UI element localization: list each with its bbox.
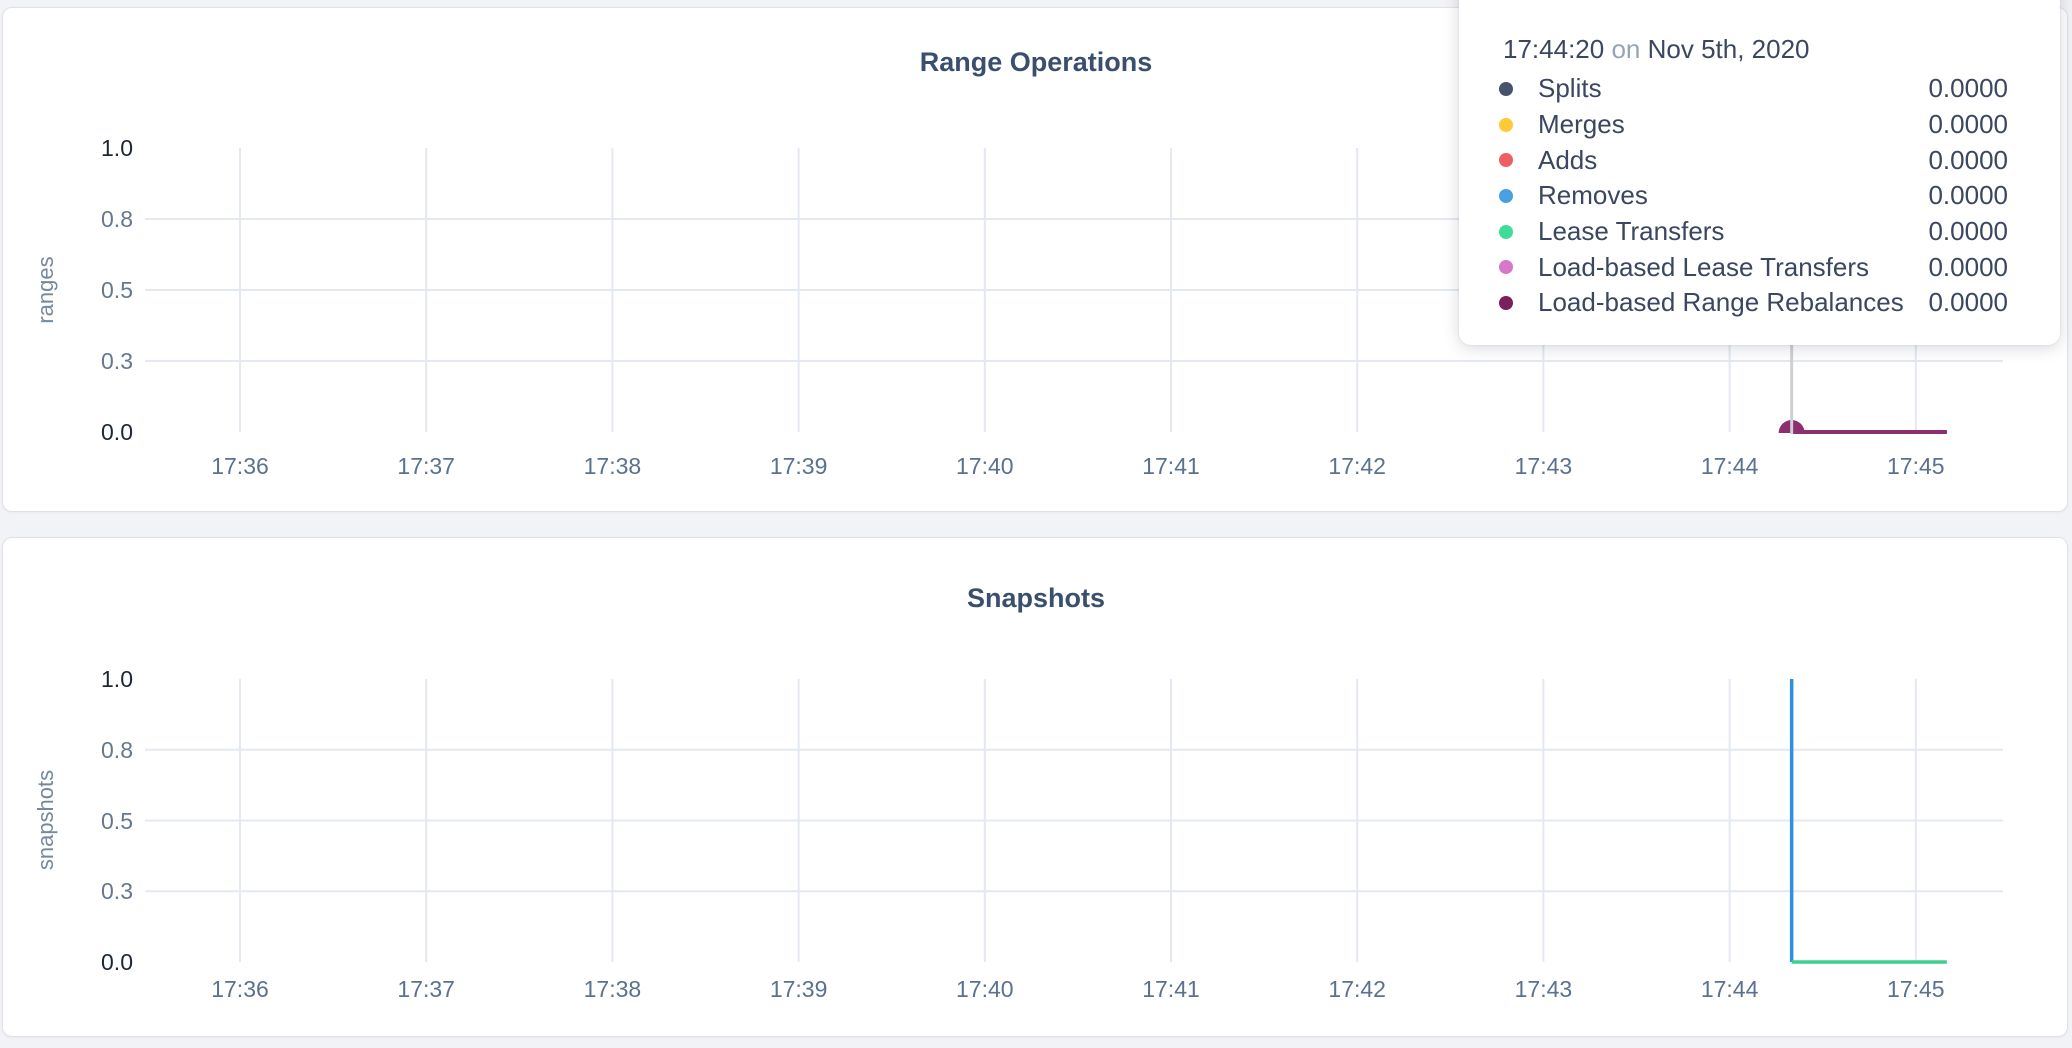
chart-card-snapshots xyxy=(2,537,2068,1037)
y-tick-label: 0.0 xyxy=(101,419,133,445)
tooltip-series-row: Load-based Range Rebalances 0.0000 xyxy=(1459,285,2060,321)
y-tick-label: 0.3 xyxy=(101,878,133,905)
tooltip-series-label: Splits xyxy=(1538,73,1602,104)
tooltip-series-value: 0.0000 xyxy=(1928,73,2008,104)
tooltip-series-label: Merges xyxy=(1538,109,1625,140)
x-tick-label: 17:44 xyxy=(1700,976,1759,1002)
tooltip-series-value: 0.0000 xyxy=(1928,144,2008,175)
tooltip-time: 17:44:20 xyxy=(1503,34,1605,64)
tooltip-series-list: Splits 0.0000 Merges 0.0000 Adds 0.0000 Remove… xyxy=(1459,71,2060,321)
series-color-dot xyxy=(1499,188,1513,203)
series-color-dot xyxy=(1499,260,1513,275)
series-color-dot xyxy=(1499,117,1513,132)
tooltip-series-label: Removes xyxy=(1538,180,1648,211)
series-color-dot xyxy=(1499,224,1513,239)
x-tick-label: 17:37 xyxy=(397,453,455,479)
tooltip-timestamp: 17:44:20 on Nov 5th, 2020 xyxy=(1503,33,1810,65)
tooltip-series-value: 0.0000 xyxy=(1928,287,2008,318)
x-tick-label: 17:42 xyxy=(1328,453,1386,479)
series-color-dot xyxy=(1499,81,1513,96)
y-tick-label: 0.5 xyxy=(101,807,133,834)
y-tick-label: 0.8 xyxy=(101,206,133,232)
x-tick-label: 17:41 xyxy=(1142,976,1200,1002)
x-tick-label: 17:40 xyxy=(956,453,1014,479)
tooltip-series-value: 0.0000 xyxy=(1928,251,2008,282)
y-tick-label: 1.0 xyxy=(101,666,133,692)
tooltip-series-label: Adds xyxy=(1538,144,1598,175)
x-tick-label: 17:44 xyxy=(1700,453,1759,479)
tooltip-series-label: Lease Transfers xyxy=(1538,216,1725,247)
tooltip-series-row: Lease Transfers 0.0000 xyxy=(1459,214,2060,250)
chart-hover-tooltip: 17:44:20 on Nov 5th, 2020 Splits 0.0000 Me… xyxy=(1459,0,2060,345)
tooltip-series-row: Splits 0.0000 xyxy=(1459,71,2060,107)
x-tick-label: 17:37 xyxy=(397,976,455,1002)
x-tick-label: 17:39 xyxy=(769,976,828,1002)
chart-title-snapshots: Snapshots xyxy=(966,583,1106,613)
y-tick-label: 0.0 xyxy=(101,949,133,975)
x-tick-label: 17:36 xyxy=(211,976,269,1002)
tooltip-date: Nov 5th, 2020 xyxy=(1647,34,1810,64)
x-tick-label: 17:39 xyxy=(769,453,828,479)
x-tick-label: 17:36 xyxy=(211,453,269,479)
chart-title-range-operations: Range Operations xyxy=(919,47,1153,77)
tooltip-on-word: on xyxy=(1611,34,1641,64)
tooltip-series-row: Merges 0.0000 xyxy=(1459,107,2060,143)
x-tick-label: 17:40 xyxy=(956,976,1014,1002)
tooltip-series-value: 0.0000 xyxy=(1928,216,2008,247)
series-color-dot xyxy=(1499,153,1513,168)
series-color-dot xyxy=(1499,295,1513,310)
tooltip-series-label: Load-based Range Rebalances xyxy=(1538,287,1904,318)
x-tick-label: 17:42 xyxy=(1328,976,1386,1002)
y-tick-label: 0.8 xyxy=(101,736,133,763)
x-tick-label: 17:43 xyxy=(1514,976,1573,1002)
y-tick-label: 1.0 xyxy=(101,135,133,161)
tooltip-series-value: 0.0000 xyxy=(1928,180,2008,211)
tooltip-series-row: Load-based Lease Transfers 0.0000 xyxy=(1459,249,2060,285)
tooltip-series-row: Removes 0.0000 xyxy=(1459,178,2060,214)
x-tick-label: 17:45 xyxy=(1887,976,1945,1002)
x-tick-label: 17:45 xyxy=(1887,453,1945,479)
x-tick-label: 17:38 xyxy=(583,453,642,479)
x-tick-label: 17:38 xyxy=(583,976,642,1002)
x-tick-label: 17:41 xyxy=(1142,453,1200,479)
y-tick-label: 0.5 xyxy=(101,277,133,303)
tooltip-series-row: Adds 0.0000 xyxy=(1459,142,2060,178)
y-tick-label: 0.3 xyxy=(101,348,133,374)
tooltip-series-label: Load-based Lease Transfers xyxy=(1538,251,1869,282)
tooltip-series-value: 0.0000 xyxy=(1928,109,2008,140)
x-tick-label: 17:43 xyxy=(1514,453,1573,479)
